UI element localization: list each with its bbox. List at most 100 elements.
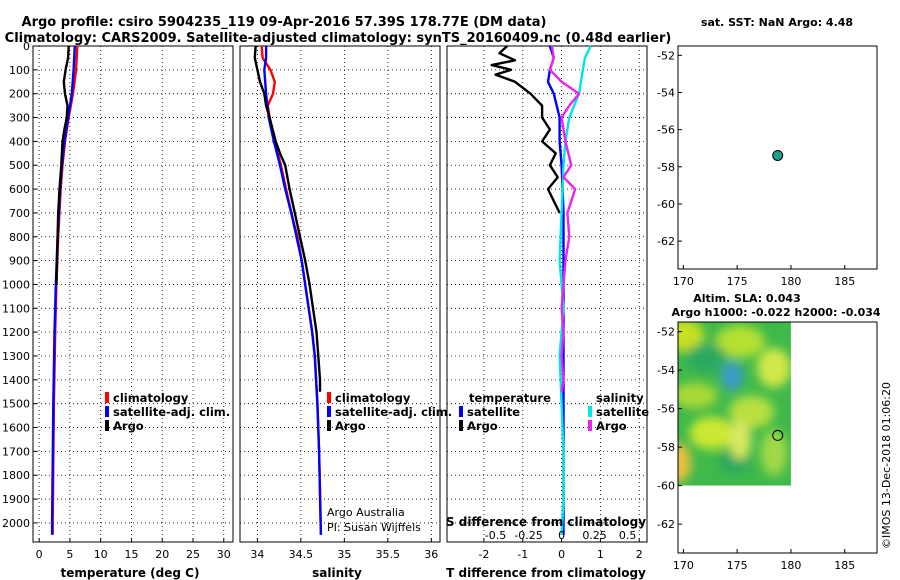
- salinity-difference-tick-label: -0.25: [514, 529, 542, 542]
- sla-blob: [678, 322, 704, 352]
- lat-tick-label: -60: [657, 198, 675, 211]
- legend-label-satellite-adj: satellite-adj. clim.: [335, 405, 452, 419]
- sla-map-lat-tick-labels: -52 -54 -56 -58 -60 -62: [657, 326, 682, 531]
- difference-panel: -2 -1 0 1 2 T difference from climatology S …: [446, 45, 649, 580]
- sla-blob: [757, 348, 791, 388]
- x-tick-label: -2: [478, 548, 489, 561]
- y-tick-label: 1500: [2, 398, 30, 411]
- x-tick-label: 1: [597, 548, 604, 561]
- x-tick-label: 0: [558, 548, 565, 561]
- salinity-axis-label: salinity: [312, 566, 362, 580]
- imos-credit: ©IMOS 13-Dec-2018 01:06:20: [880, 382, 893, 549]
- x-tick-label: 30: [217, 548, 231, 561]
- temperature-difference-tick-labels: -2 -1 0 1 2: [478, 548, 642, 561]
- x-tick-label: 35: [337, 548, 351, 561]
- difference-axis-label: T difference from climatology: [446, 566, 646, 580]
- y-tick-label: 1600: [2, 422, 30, 435]
- legend-label-salinity-satellite: satellite: [596, 405, 649, 419]
- legend-label-argo: Argo: [113, 419, 144, 433]
- series-line-satellite-adj-clim-: [50, 45, 76, 535]
- x-tick-label: 36: [424, 548, 438, 561]
- sla-map-frame: [677, 321, 878, 554]
- sla-blob: [728, 420, 752, 460]
- legend-swatch-argo: [327, 420, 331, 431]
- series-line-satellite-adj-clim-: [263, 46, 323, 535]
- salinity-series: [253, 45, 323, 535]
- salinity-tick-labels: 34 34.5 35 35.5 36: [250, 548, 438, 561]
- lon-tick-label: 175: [727, 559, 748, 572]
- legend-label-salinity-argo: Argo: [596, 419, 627, 433]
- salinity-difference-tick-labels: -0.5 -0.25 0 0.25 0.5: [485, 529, 637, 542]
- x-tick-label: 20: [155, 548, 169, 561]
- salinity-difference-axis-label: S difference from climatology: [446, 515, 646, 529]
- temperature-legend: climatology satellite-adj. clim. Argo: [105, 391, 230, 433]
- y-tick-label: 700: [9, 207, 30, 220]
- y-tick-label: 2000: [2, 517, 30, 530]
- x-tick-label: 2: [636, 548, 643, 561]
- x-tick-label: 10: [94, 548, 108, 561]
- legend-title-salinity: salinity: [596, 391, 644, 405]
- y-tick-label: 1400: [2, 374, 30, 387]
- lon-tick-label: 175: [727, 275, 748, 288]
- legend-swatch-temperature-satellite: [459, 406, 463, 417]
- lat-tick-label: -54: [657, 364, 675, 377]
- legend-label-climatology: climatology: [113, 391, 189, 405]
- legend-label-climatology: climatology: [335, 391, 411, 405]
- temperature-plot-frame: [32, 45, 234, 543]
- lon-tick-label: 180: [780, 275, 801, 288]
- difference-grid: [447, 45, 647, 542]
- lon-tick-label: 170: [673, 275, 694, 288]
- y-tick-label: 1700: [2, 445, 30, 458]
- temperature-tick-labels: 0 5 10 15 20 25 30: [36, 548, 231, 561]
- x-tick-label: 34.5: [289, 548, 314, 561]
- y-tick-label: 300: [9, 112, 30, 125]
- lon-tick-label: 180: [780, 559, 801, 572]
- sla-heatmap-blobs: [678, 322, 791, 483]
- sst-map-lon-tick-labels: 170 175 180 185: [673, 265, 855, 288]
- salinity-panel: 34 34.5 35 35.5 36 salinity climatology sate…: [239, 45, 452, 580]
- legend-swatch-salinity-satellite: [588, 406, 592, 417]
- sst-map-title: sat. SST: NaN Argo: 4.48: [701, 16, 853, 29]
- y-tick-label: 1100: [2, 302, 30, 315]
- y-tick-label: 600: [9, 183, 30, 196]
- sla-blob: [760, 429, 788, 476]
- difference-legend: temperature salinity satellite Argo sate…: [459, 391, 649, 433]
- sla-blob: [678, 382, 718, 409]
- sla-map-title: Altim. SLA: 0.043: [693, 292, 800, 305]
- argo-float-location-marker: [772, 429, 784, 441]
- x-tick-label: 25: [186, 548, 200, 561]
- salinity-grid: [240, 45, 440, 542]
- difference-series: [490, 45, 592, 535]
- lat-tick-label: -54: [657, 86, 675, 99]
- legend-swatch-satellite-adj: [327, 406, 331, 417]
- lon-tick-label: 170: [673, 559, 694, 572]
- lat-tick-label: -60: [657, 480, 675, 493]
- y-tick-label: 800: [9, 231, 30, 244]
- lat-tick-label: -62: [657, 518, 675, 531]
- legend-swatch-climatology: [105, 392, 109, 403]
- y-tick-label: 1200: [2, 326, 30, 339]
- series-line-temperature-argo: [490, 45, 561, 214]
- salinity-difference-tick-label: -0.5: [485, 529, 506, 542]
- sla-blob: [689, 416, 735, 450]
- argo-float-location-marker: [772, 149, 784, 161]
- y-tick-label: 900: [9, 255, 30, 268]
- pressure-tick-labels: 0 100 200 300 400 500 600 700 800 900 1000 1100 1200…: [2, 40, 30, 530]
- lon-tick-label: 185: [834, 275, 855, 288]
- salinity-difference-tick-label: 0.25: [582, 529, 607, 542]
- y-tick-label: 400: [9, 135, 30, 148]
- y-tick-label: 200: [9, 88, 30, 101]
- sla-blob: [715, 325, 765, 358]
- x-tick-label: 5: [66, 548, 73, 561]
- credit-argo-australia: Argo Australia: [327, 506, 405, 519]
- lat-tick-label: -58: [657, 441, 675, 454]
- sla-blob: [685, 343, 727, 373]
- legend-label-temperature-argo: Argo: [467, 419, 498, 433]
- temperature-grid: [33, 45, 233, 542]
- sla-blob: [720, 361, 744, 391]
- series-line-argo: [55, 45, 70, 285]
- y-tick-label: 1300: [2, 350, 30, 363]
- sst-map-lat-tick-labels: -52 -54 -56 -58 -60 -62: [657, 49, 682, 248]
- legend-swatch-climatology: [327, 392, 331, 403]
